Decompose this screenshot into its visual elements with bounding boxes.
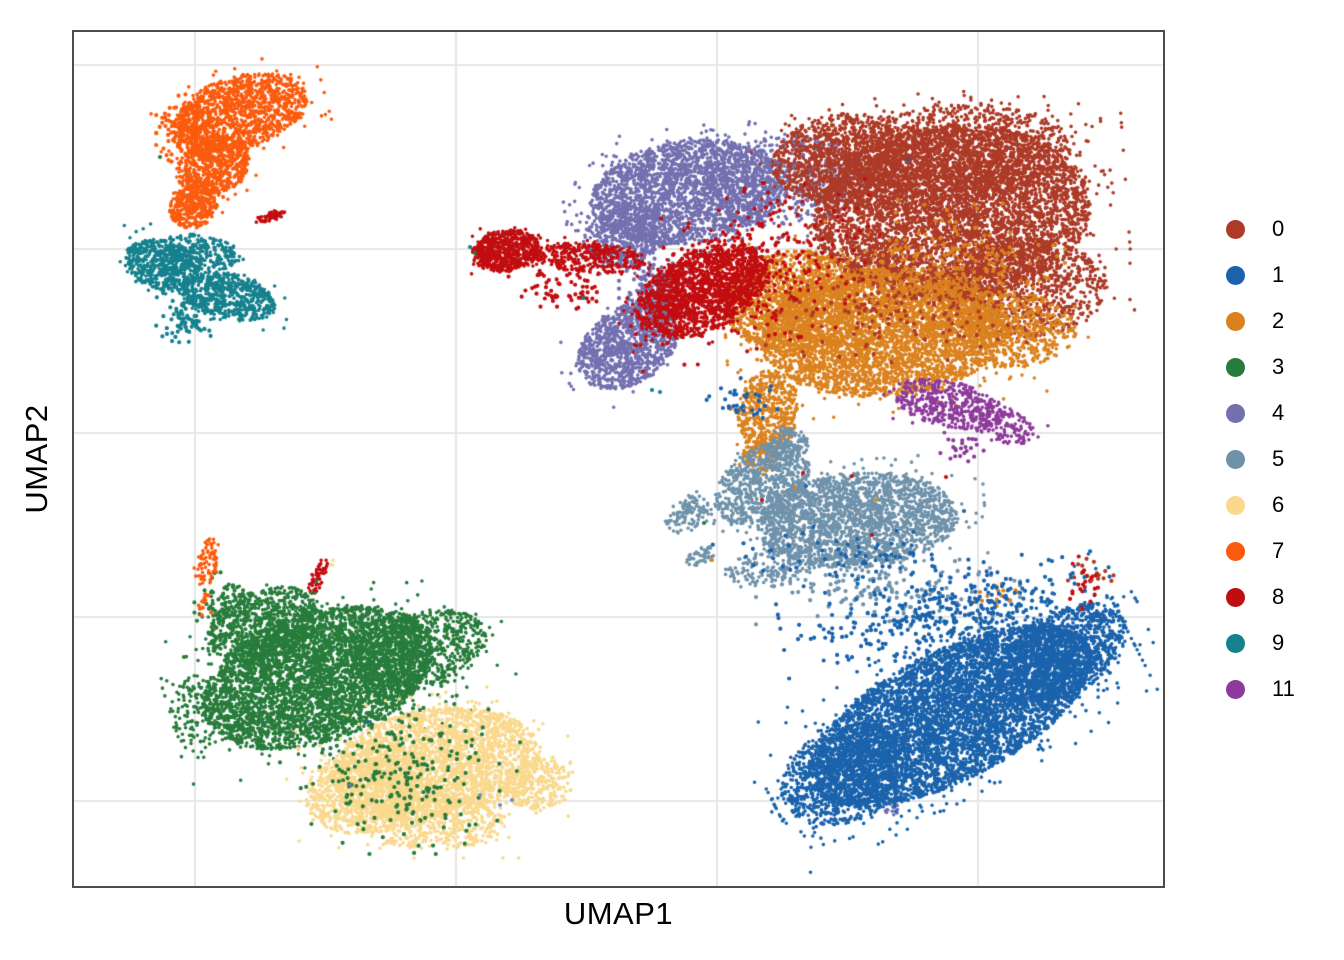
legend-label: 9 [1272, 630, 1285, 655]
legend-swatch [1226, 541, 1245, 561]
legend-swatch [1226, 449, 1245, 469]
legend-swatch [1226, 219, 1245, 239]
legend-item-1: 1 [1226, 252, 1295, 298]
legend-item-4: 4 [1226, 390, 1295, 436]
x-axis-title: UMAP1 [563, 896, 674, 931]
legend-label: 1 [1272, 262, 1285, 287]
umap-scatter-canvas [74, 32, 1163, 886]
legend-label: 0 [1272, 216, 1285, 241]
legend-item-5: 5 [1226, 436, 1295, 482]
legend-swatch [1226, 679, 1245, 699]
legend-item-11: 11 [1226, 666, 1295, 712]
legend-swatch [1226, 403, 1245, 423]
legend-swatch [1226, 587, 1245, 607]
legend-item-2: 2 [1226, 298, 1295, 344]
legend-label: 5 [1272, 446, 1285, 471]
legend-item-7: 7 [1226, 528, 1295, 574]
legend-swatch [1226, 357, 1245, 377]
legend-label: 8 [1272, 584, 1285, 609]
legend-swatch [1226, 311, 1245, 331]
legend-item-0: 0 [1226, 206, 1295, 252]
legend-label: 4 [1272, 400, 1285, 425]
legend-swatch [1226, 265, 1245, 285]
plot-panel [72, 30, 1165, 888]
legend-label: 2 [1272, 308, 1285, 333]
legend: 0 1 2 3 4 5 6 7 8 9 11 [1226, 206, 1295, 712]
legend-swatch [1226, 495, 1245, 515]
legend-label: 7 [1272, 538, 1285, 563]
legend-label: 11 [1272, 676, 1295, 701]
y-axis-title: UMAP2 [19, 404, 54, 514]
legend-label: 3 [1272, 354, 1285, 379]
legend-item-9: 9 [1226, 620, 1295, 666]
legend-item-3: 3 [1226, 344, 1295, 390]
legend-swatch [1226, 633, 1245, 653]
legend-label: 6 [1272, 492, 1285, 517]
legend-item-8: 8 [1226, 574, 1295, 620]
legend-item-6: 6 [1226, 482, 1295, 528]
